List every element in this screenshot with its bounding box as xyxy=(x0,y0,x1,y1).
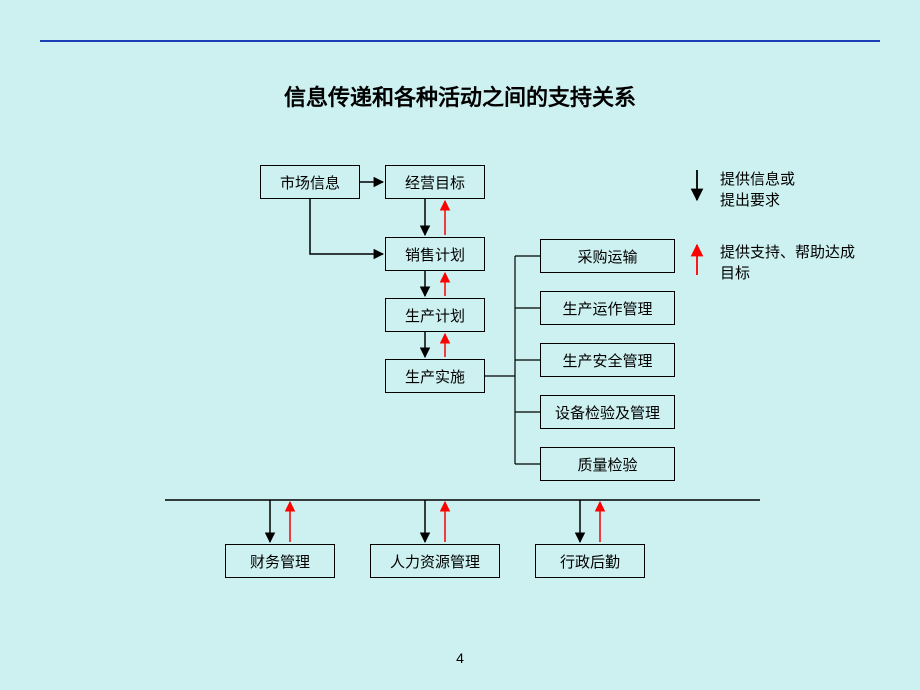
legend-item-2: 提供支持、帮助达成 目标 xyxy=(720,241,855,283)
node-label: 生产运作管理 xyxy=(562,298,652,319)
node-prod-plan: 生产计划 xyxy=(385,298,485,332)
node-label: 市场信息 xyxy=(280,172,340,193)
legend-item-1: 提供信息或 提出要求 xyxy=(720,168,795,210)
node-label: 生产计划 xyxy=(405,305,465,326)
node-label: 生产实施 xyxy=(405,366,465,387)
node-label: 设备检验及管理 xyxy=(555,402,660,423)
page-number: 4 xyxy=(0,650,920,666)
legend-line: 提供支持、帮助达成 xyxy=(720,241,855,262)
diagram-stage: 信息传递和各种活动之间的支持关系 市场信息 经营目标 销售计划 生产计划 生产实… xyxy=(0,0,920,690)
node-label: 销售计划 xyxy=(405,244,465,265)
node-market-info: 市场信息 xyxy=(260,165,360,199)
node-label: 行政后勤 xyxy=(560,551,620,572)
node-label: 经营目标 xyxy=(405,172,465,193)
node-equip-mgmt: 设备检验及管理 xyxy=(540,395,675,429)
node-finance: 财务管理 xyxy=(225,544,335,578)
top-rule xyxy=(40,40,880,42)
legend-line: 提供信息或 xyxy=(720,168,795,189)
node-procure: 采购运输 xyxy=(540,239,675,273)
legend-line: 提出要求 xyxy=(720,189,795,210)
node-label: 人力资源管理 xyxy=(390,551,480,572)
node-quality: 质量检验 xyxy=(540,447,675,481)
legend-line: 目标 xyxy=(720,262,855,283)
node-prod-mgmt: 生产运作管理 xyxy=(540,291,675,325)
node-admin: 行政后勤 xyxy=(535,544,645,578)
node-biz-goal: 经营目标 xyxy=(385,165,485,199)
node-label: 财务管理 xyxy=(250,551,310,572)
node-safety-mgmt: 生产安全管理 xyxy=(540,343,675,377)
node-label: 质量检验 xyxy=(577,454,637,475)
node-label: 生产安全管理 xyxy=(562,350,652,371)
page-title: 信息传递和各种活动之间的支持关系 xyxy=(0,80,920,112)
node-sales-plan: 销售计划 xyxy=(385,237,485,271)
node-prod-impl: 生产实施 xyxy=(385,359,485,393)
node-hr: 人力资源管理 xyxy=(370,544,500,578)
node-label: 采购运输 xyxy=(577,246,637,267)
